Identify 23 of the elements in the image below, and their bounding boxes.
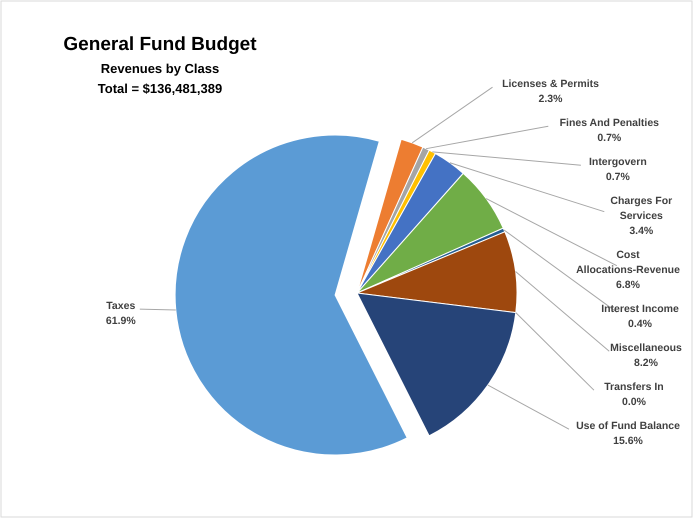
data-label: 0.7% — [606, 171, 631, 184]
slice-label: Charges For Services — [610, 195, 672, 222]
text: 0.0% — [622, 396, 646, 408]
data-label: 61.9% — [106, 315, 136, 328]
data-label: 0.4% — [628, 318, 653, 330]
data-label: 6.8% — [616, 279, 641, 292]
slice-label: Intergovern — [588, 156, 647, 168]
slice-label: Miscellaneous — [610, 342, 682, 354]
slice-label: Fines And Penalties — [560, 117, 660, 130]
slice-label: Taxes — [106, 300, 136, 312]
data-label: 15.6% — [613, 435, 644, 448]
data-label: 0.7% — [597, 132, 622, 144]
slice-label: Interest Income — [601, 303, 679, 316]
category-label: Transfers In — [604, 381, 664, 394]
chart-title: General Fund Budget — [63, 34, 258, 55]
text: Total = $136,481,389 — [98, 81, 222, 96]
data-label: 3.4% — [629, 225, 654, 238]
data-label: 8.2% — [634, 357, 659, 370]
slice-label: Cost Allocations-Revenue — [576, 249, 680, 276]
slice-label: Use of Fund Balance — [576, 420, 680, 432]
data-label: 2.3% — [538, 93, 564, 106]
chart-subtitle: Revenues by Class — [100, 61, 220, 76]
slice-label: Licenses & Permits — [502, 78, 600, 90]
